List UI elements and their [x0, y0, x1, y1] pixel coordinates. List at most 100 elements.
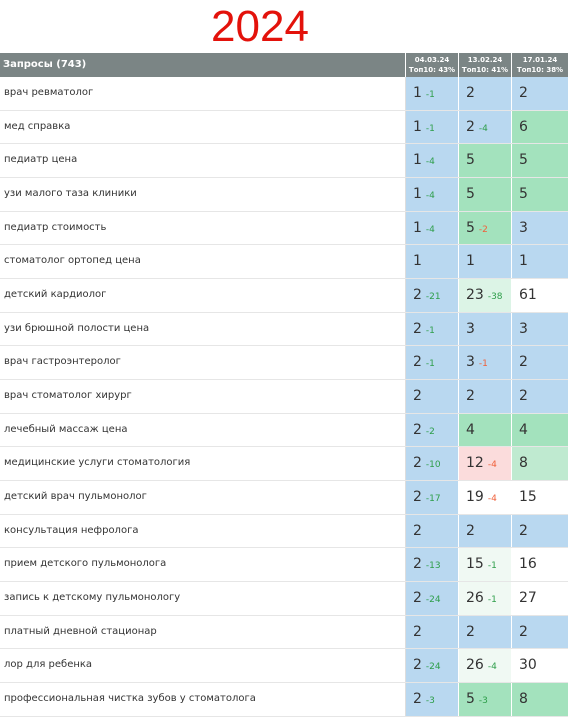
- column-header: 17.01.24 Топ10: 38%: [512, 53, 568, 77]
- table-row: консультация нефролога 2 2 2: [0, 514, 568, 549]
- position-change: -3: [425, 696, 435, 707]
- query: стоматолог ортопед цена: [0, 245, 406, 279]
- query: платный дневной стационар: [0, 615, 406, 649]
- position-change: -1: [425, 325, 435, 336]
- column-date: 13.02.24: [467, 56, 503, 64]
- position: 15: [466, 556, 484, 573]
- position-change: -3: [478, 696, 488, 707]
- position-cell: 2: [406, 380, 459, 413]
- position: 5: [519, 186, 528, 203]
- position-cell: 1 -4: [406, 178, 459, 211]
- position-cell: 2: [512, 514, 568, 548]
- query-header: Запросы (743): [0, 53, 406, 77]
- position-cell: 3: [512, 312, 568, 346]
- position: 15: [519, 489, 537, 506]
- position-change: -13: [425, 561, 441, 572]
- position-cell: 23 -38: [459, 279, 512, 312]
- position-cell: 2 -10: [406, 447, 459, 481]
- query: врач гастроэнтеролог: [0, 346, 406, 380]
- table-row: платный дневной стационар 2 2 2: [0, 615, 568, 650]
- position: 61: [519, 287, 537, 304]
- position-cell: 2: [512, 615, 568, 649]
- position: 2: [413, 287, 422, 304]
- position: 5: [466, 186, 475, 203]
- position-change: -1: [478, 359, 488, 370]
- position-cell: 2: [406, 514, 459, 548]
- position-cell: 2 -1: [406, 312, 459, 346]
- position: 8: [519, 691, 528, 708]
- position-cell: 3 -1: [459, 346, 512, 380]
- position-change: -1: [425, 90, 435, 100]
- position-change: -17: [425, 494, 441, 505]
- position: 2: [519, 623, 528, 640]
- position: 2: [519, 522, 528, 539]
- column-header: 13.02.24 Топ10: 41%: [459, 53, 512, 77]
- position-cell: 5: [459, 144, 512, 178]
- position: 30: [519, 657, 537, 674]
- position-cell: 2 -2: [406, 413, 459, 447]
- table-row: детский врач пульмонолог 2 -17 19 -4 15: [0, 481, 568, 515]
- position-change: -4: [425, 191, 435, 202]
- query: прием детского пульмонолога: [0, 548, 406, 582]
- position-cell: 4: [459, 413, 512, 447]
- position-change: -1: [487, 561, 497, 572]
- position-cell: 2 -3: [406, 683, 459, 716]
- position-cell: 3: [459, 312, 512, 346]
- position-change: -24: [425, 595, 441, 606]
- position: 5: [466, 219, 475, 236]
- table-row: педиатр цена 1 -4 5 5: [0, 144, 568, 179]
- query: педиатр цена: [0, 144, 406, 178]
- position: 23: [466, 287, 484, 304]
- position-cell: 2 -4: [459, 110, 512, 144]
- position-cell: 1 -4: [406, 144, 459, 178]
- position: 26: [466, 657, 484, 674]
- position-cell: 2 -24: [406, 649, 459, 683]
- column-top: Топ10: 38%: [516, 66, 564, 74]
- table-row: стоматолог ортопед цена 1 1 1: [0, 245, 568, 280]
- position: 2: [413, 388, 422, 405]
- position: 4: [519, 421, 528, 438]
- position-cell: 2: [459, 77, 512, 110]
- position: 1: [519, 253, 528, 270]
- table-row: узи малого таза клиники 1 -4 5 5: [0, 178, 568, 212]
- position-cell: 30: [512, 649, 568, 683]
- table-row: лечебный массаж цена 2 -2 4 4: [0, 413, 568, 448]
- position-change: -4: [478, 123, 488, 134]
- position-cell: 4: [512, 413, 568, 447]
- position: 2: [413, 455, 422, 472]
- position: 2: [519, 388, 528, 405]
- position: 3: [519, 320, 528, 337]
- position-cell: 1 -1: [406, 110, 459, 144]
- position: 2: [413, 489, 422, 506]
- position-cell: 1: [406, 245, 459, 279]
- position: 19: [466, 489, 484, 506]
- position: 8: [519, 455, 528, 472]
- position: 2: [413, 657, 422, 674]
- table-row: лор для ребенка 2 -24 26 -4 30: [0, 649, 568, 684]
- position-cell: 12 -4: [459, 447, 512, 481]
- position-change: -4: [425, 224, 435, 235]
- query: консультация нефролога: [0, 514, 406, 548]
- table-row: врач ревматолог 1 -1 2 2: [0, 77, 568, 111]
- position: 1: [413, 186, 422, 203]
- position: 2: [413, 354, 422, 371]
- column-header: 04.03.24 Топ10: 43%: [406, 53, 459, 77]
- position-cell: 2: [459, 615, 512, 649]
- position-change: -1: [487, 595, 497, 606]
- position: 2: [413, 320, 422, 337]
- table-row: мед справка 1 -1 2 -4 6: [0, 110, 568, 145]
- position-cell: 2: [406, 615, 459, 649]
- column-date: 04.03.24: [414, 56, 450, 64]
- position-change: -2: [478, 224, 488, 235]
- position: 2: [466, 623, 475, 640]
- position-cell: 5: [512, 144, 568, 178]
- position: 1: [466, 253, 475, 270]
- query: медицинские услуги стоматология: [0, 447, 406, 481]
- position: 2: [466, 522, 475, 539]
- position: 2: [519, 354, 528, 371]
- position-change: -4: [487, 662, 497, 673]
- position: 5: [466, 152, 475, 169]
- position-change: -38: [487, 292, 503, 303]
- query: врач стоматолог хирург: [0, 380, 406, 413]
